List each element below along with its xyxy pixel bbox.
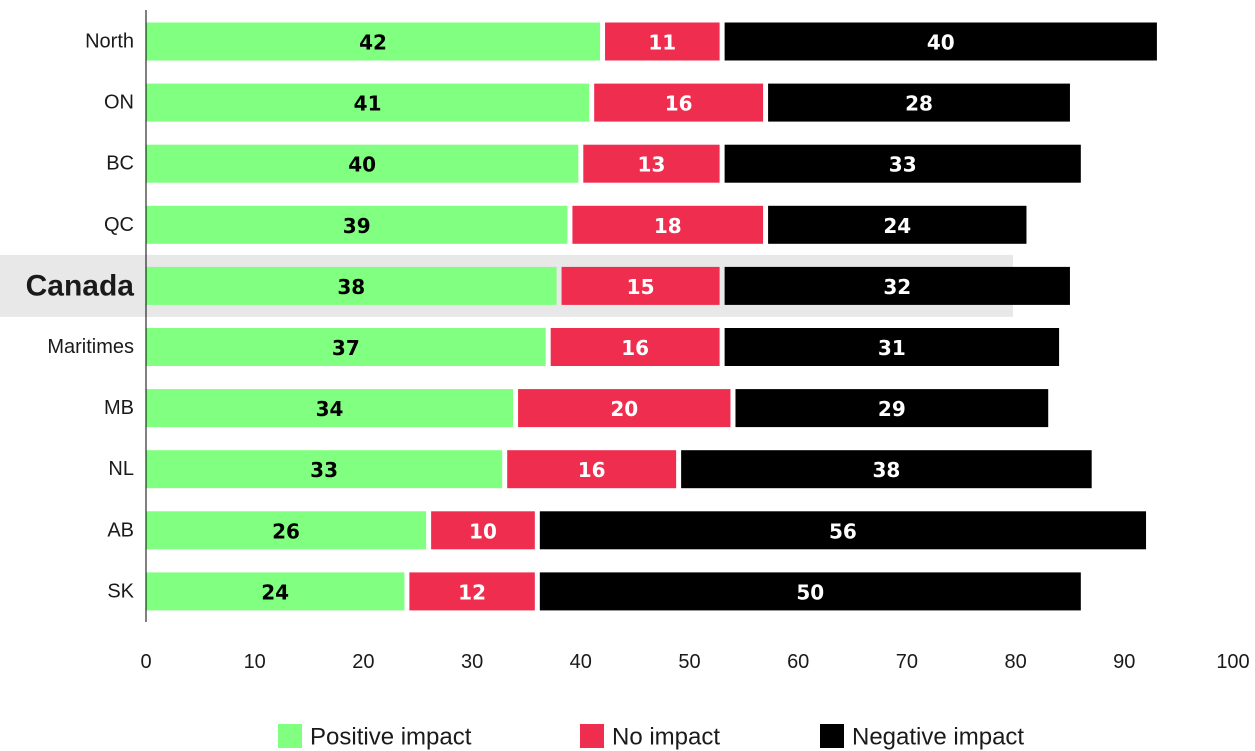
data-label-no-impact-canada: 15 bbox=[627, 275, 655, 299]
category-labels: North ON BC QC Canada Maritimes MB NL AB SK bbox=[26, 31, 135, 603]
category-label-mb: MB bbox=[104, 397, 134, 419]
category-label-on: ON bbox=[104, 92, 134, 114]
data-label-negative-impact-nl: 38 bbox=[872, 458, 900, 482]
x-tick-label-20: 20 bbox=[352, 651, 374, 673]
data-label-no-impact-nl: 16 bbox=[578, 458, 606, 482]
legend-swatch-negative-impact bbox=[820, 724, 844, 748]
x-tick-labels: 0 10 20 30 40 50 60 70 80 90 100 bbox=[140, 651, 1249, 673]
bar-positive-impact-qc bbox=[146, 205, 568, 244]
data-label-no-impact-qc: 18 bbox=[654, 214, 682, 238]
x-tick-label-60: 60 bbox=[787, 651, 809, 673]
bar-no-impact-nl bbox=[507, 450, 677, 489]
data-label-positive-impact-bc: 40 bbox=[348, 153, 376, 177]
bar-negative-impact-mb bbox=[735, 389, 1049, 428]
data-label-no-impact-on: 16 bbox=[665, 92, 693, 116]
bar-no-impact-on bbox=[594, 83, 764, 122]
data-label-no-impact-bc: 13 bbox=[638, 153, 666, 177]
x-tick-label-10: 10 bbox=[244, 651, 266, 673]
bar-negative-impact-canada bbox=[724, 266, 1070, 305]
x-tick-label-40: 40 bbox=[570, 651, 592, 673]
bar-negative-impact-north bbox=[724, 22, 1157, 61]
legend-label-no-impact: No impact bbox=[612, 724, 720, 751]
x-tick-label-0: 0 bbox=[140, 651, 151, 673]
x-tick-label-70: 70 bbox=[896, 651, 918, 673]
category-label-north: North bbox=[85, 31, 134, 53]
data-label-negative-impact-canada: 32 bbox=[883, 275, 911, 299]
category-label-canada: Canada bbox=[26, 269, 135, 302]
bar-no-impact-sk bbox=[409, 572, 535, 611]
data-label-positive-impact-on: 41 bbox=[354, 92, 382, 116]
data-label-no-impact-mb: 20 bbox=[610, 397, 638, 421]
bar-no-impact-north bbox=[605, 22, 720, 61]
category-label-nl: NL bbox=[108, 458, 134, 480]
data-label-negative-impact-ab: 56 bbox=[829, 519, 857, 543]
category-label-bc: BC bbox=[106, 153, 134, 175]
bar-no-impact-ab bbox=[431, 511, 535, 550]
bar-positive-impact-on bbox=[146, 83, 590, 122]
data-label-positive-impact-sk: 24 bbox=[261, 580, 289, 604]
x-tick-label-30: 30 bbox=[461, 651, 483, 673]
bar-negative-impact-maritimes bbox=[724, 328, 1060, 366]
x-tick-label-100: 100 bbox=[1216, 651, 1249, 673]
bar-positive-impact-canada bbox=[146, 266, 557, 305]
bars-layer: 42 11 40 41 16 28 40 13 33 39 18 24 38 15 32 37 16 31 34 20… bbox=[146, 22, 1157, 611]
data-label-negative-impact-bc: 33 bbox=[889, 153, 917, 177]
bar-no-impact-qc bbox=[572, 205, 764, 244]
legend: Positive impact No impact Negative impact bbox=[278, 724, 1024, 751]
bar-no-impact-maritimes bbox=[550, 328, 720, 366]
x-tick-label-90: 90 bbox=[1113, 651, 1135, 673]
category-label-maritimes: Maritimes bbox=[47, 336, 134, 358]
category-label-qc: QC bbox=[104, 214, 134, 236]
x-tick-label-80: 80 bbox=[1004, 651, 1026, 673]
bar-positive-impact-north bbox=[146, 22, 601, 61]
data-label-positive-impact-canada: 38 bbox=[337, 275, 365, 299]
data-label-negative-impact-maritimes: 31 bbox=[878, 336, 906, 360]
data-label-positive-impact-nl: 33 bbox=[310, 458, 338, 482]
bar-positive-impact-mb bbox=[146, 389, 514, 428]
bar-no-impact-mb bbox=[518, 389, 731, 428]
bar-no-impact-bc bbox=[583, 144, 720, 183]
data-label-negative-impact-mb: 29 bbox=[878, 397, 906, 421]
bar-positive-impact-nl bbox=[146, 450, 503, 489]
data-label-negative-impact-on: 28 bbox=[905, 92, 933, 116]
data-label-negative-impact-north: 40 bbox=[927, 31, 955, 55]
data-label-positive-impact-ab: 26 bbox=[272, 519, 300, 543]
data-label-no-impact-sk: 12 bbox=[458, 580, 486, 604]
legend-swatch-positive-impact bbox=[278, 724, 302, 748]
category-label-sk: SK bbox=[107, 580, 134, 602]
bar-positive-impact-bc bbox=[146, 144, 579, 183]
legend-swatch-no-impact bbox=[580, 724, 604, 748]
bar-negative-impact-qc bbox=[768, 205, 1027, 244]
data-label-no-impact-north: 11 bbox=[648, 31, 676, 55]
bar-negative-impact-sk bbox=[539, 572, 1081, 611]
data-label-positive-impact-mb: 34 bbox=[316, 397, 344, 421]
category-label-ab: AB bbox=[107, 519, 134, 541]
data-label-negative-impact-sk: 50 bbox=[796, 580, 824, 604]
bar-negative-impact-on bbox=[768, 83, 1070, 122]
bar-positive-impact-maritimes bbox=[146, 328, 546, 366]
bar-negative-impact-nl bbox=[681, 450, 1092, 489]
data-label-positive-impact-qc: 39 bbox=[343, 214, 371, 238]
legend-label-positive-impact: Positive impact bbox=[310, 724, 472, 751]
x-tick-label-50: 50 bbox=[678, 651, 700, 673]
data-label-positive-impact-north: 42 bbox=[359, 31, 387, 55]
bar-negative-impact-ab bbox=[539, 511, 1147, 550]
bar-positive-impact-ab bbox=[146, 511, 427, 550]
bar-positive-impact-sk bbox=[146, 572, 405, 611]
legend-label-negative-impact: Negative impact bbox=[852, 724, 1024, 751]
bar-negative-impact-bc bbox=[724, 144, 1081, 183]
bar-no-impact-canada bbox=[561, 266, 720, 305]
data-label-negative-impact-qc: 24 bbox=[883, 214, 911, 238]
data-label-no-impact-maritimes: 16 bbox=[621, 336, 649, 360]
data-label-positive-impact-maritimes: 37 bbox=[332, 336, 360, 360]
data-label-no-impact-ab: 10 bbox=[469, 519, 497, 543]
